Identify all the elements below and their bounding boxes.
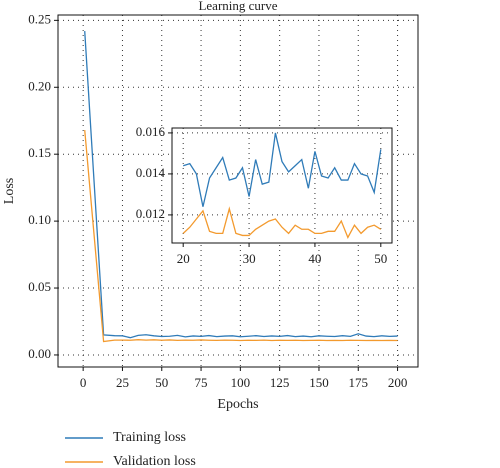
- y-tick-label: 0.016: [136, 124, 166, 139]
- chart-title: Learning curve: [198, 0, 277, 13]
- x-tick-label: 100: [231, 375, 251, 390]
- y-tick-label: 0.00: [28, 346, 51, 361]
- x-tick-label: 200: [388, 375, 408, 390]
- x-tick-label: 125: [270, 375, 290, 390]
- y-tick-label: 0.014: [136, 165, 166, 180]
- x-tick-label: 25: [116, 375, 129, 390]
- x-tick-label: 40: [308, 251, 321, 266]
- y-tick-label: 0.20: [28, 78, 51, 93]
- y-tick-label: 0.012: [136, 206, 165, 221]
- x-tick-label: 30: [243, 251, 256, 266]
- x-tick-label: 0: [80, 375, 87, 390]
- y-tick-label: 0.10: [28, 212, 51, 227]
- x-tick-label: 175: [349, 375, 369, 390]
- x-tick-label: 50: [374, 251, 387, 266]
- line-series: [182, 206, 382, 240]
- x-tick-label: 20: [177, 251, 190, 266]
- y-tick-label: 0.15: [28, 145, 51, 160]
- x-tick-label: 75: [195, 375, 208, 390]
- legend-label: Validation loss: [113, 454, 196, 468]
- line-series: [84, 31, 398, 339]
- x-tick-label: 150: [309, 375, 329, 390]
- plot-frame: [57, 14, 419, 368]
- y-tick-label: 0.25: [28, 11, 51, 26]
- y-axis-label: Loss: [2, 178, 17, 204]
- y-tick-label: 0.05: [28, 279, 51, 294]
- x-axis-label: Epochs: [217, 397, 258, 412]
- line-series: [84, 130, 398, 343]
- plot-frame: [171, 127, 393, 244]
- inset-background: [172, 128, 392, 243]
- line-series: [183, 132, 382, 207]
- x-tick-label: 50: [155, 375, 168, 390]
- legend-label: Training loss: [113, 430, 186, 445]
